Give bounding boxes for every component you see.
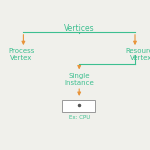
FancyBboxPatch shape [62,100,95,112]
Text: Ex: CPU: Ex: CPU [69,115,90,120]
Text: Single
Instance: Single Instance [64,73,94,86]
Text: Resource
Vertex: Resource Vertex [125,48,150,62]
Text: Process
Vertex: Process Vertex [8,48,34,62]
Text: Vertices: Vertices [64,24,94,33]
